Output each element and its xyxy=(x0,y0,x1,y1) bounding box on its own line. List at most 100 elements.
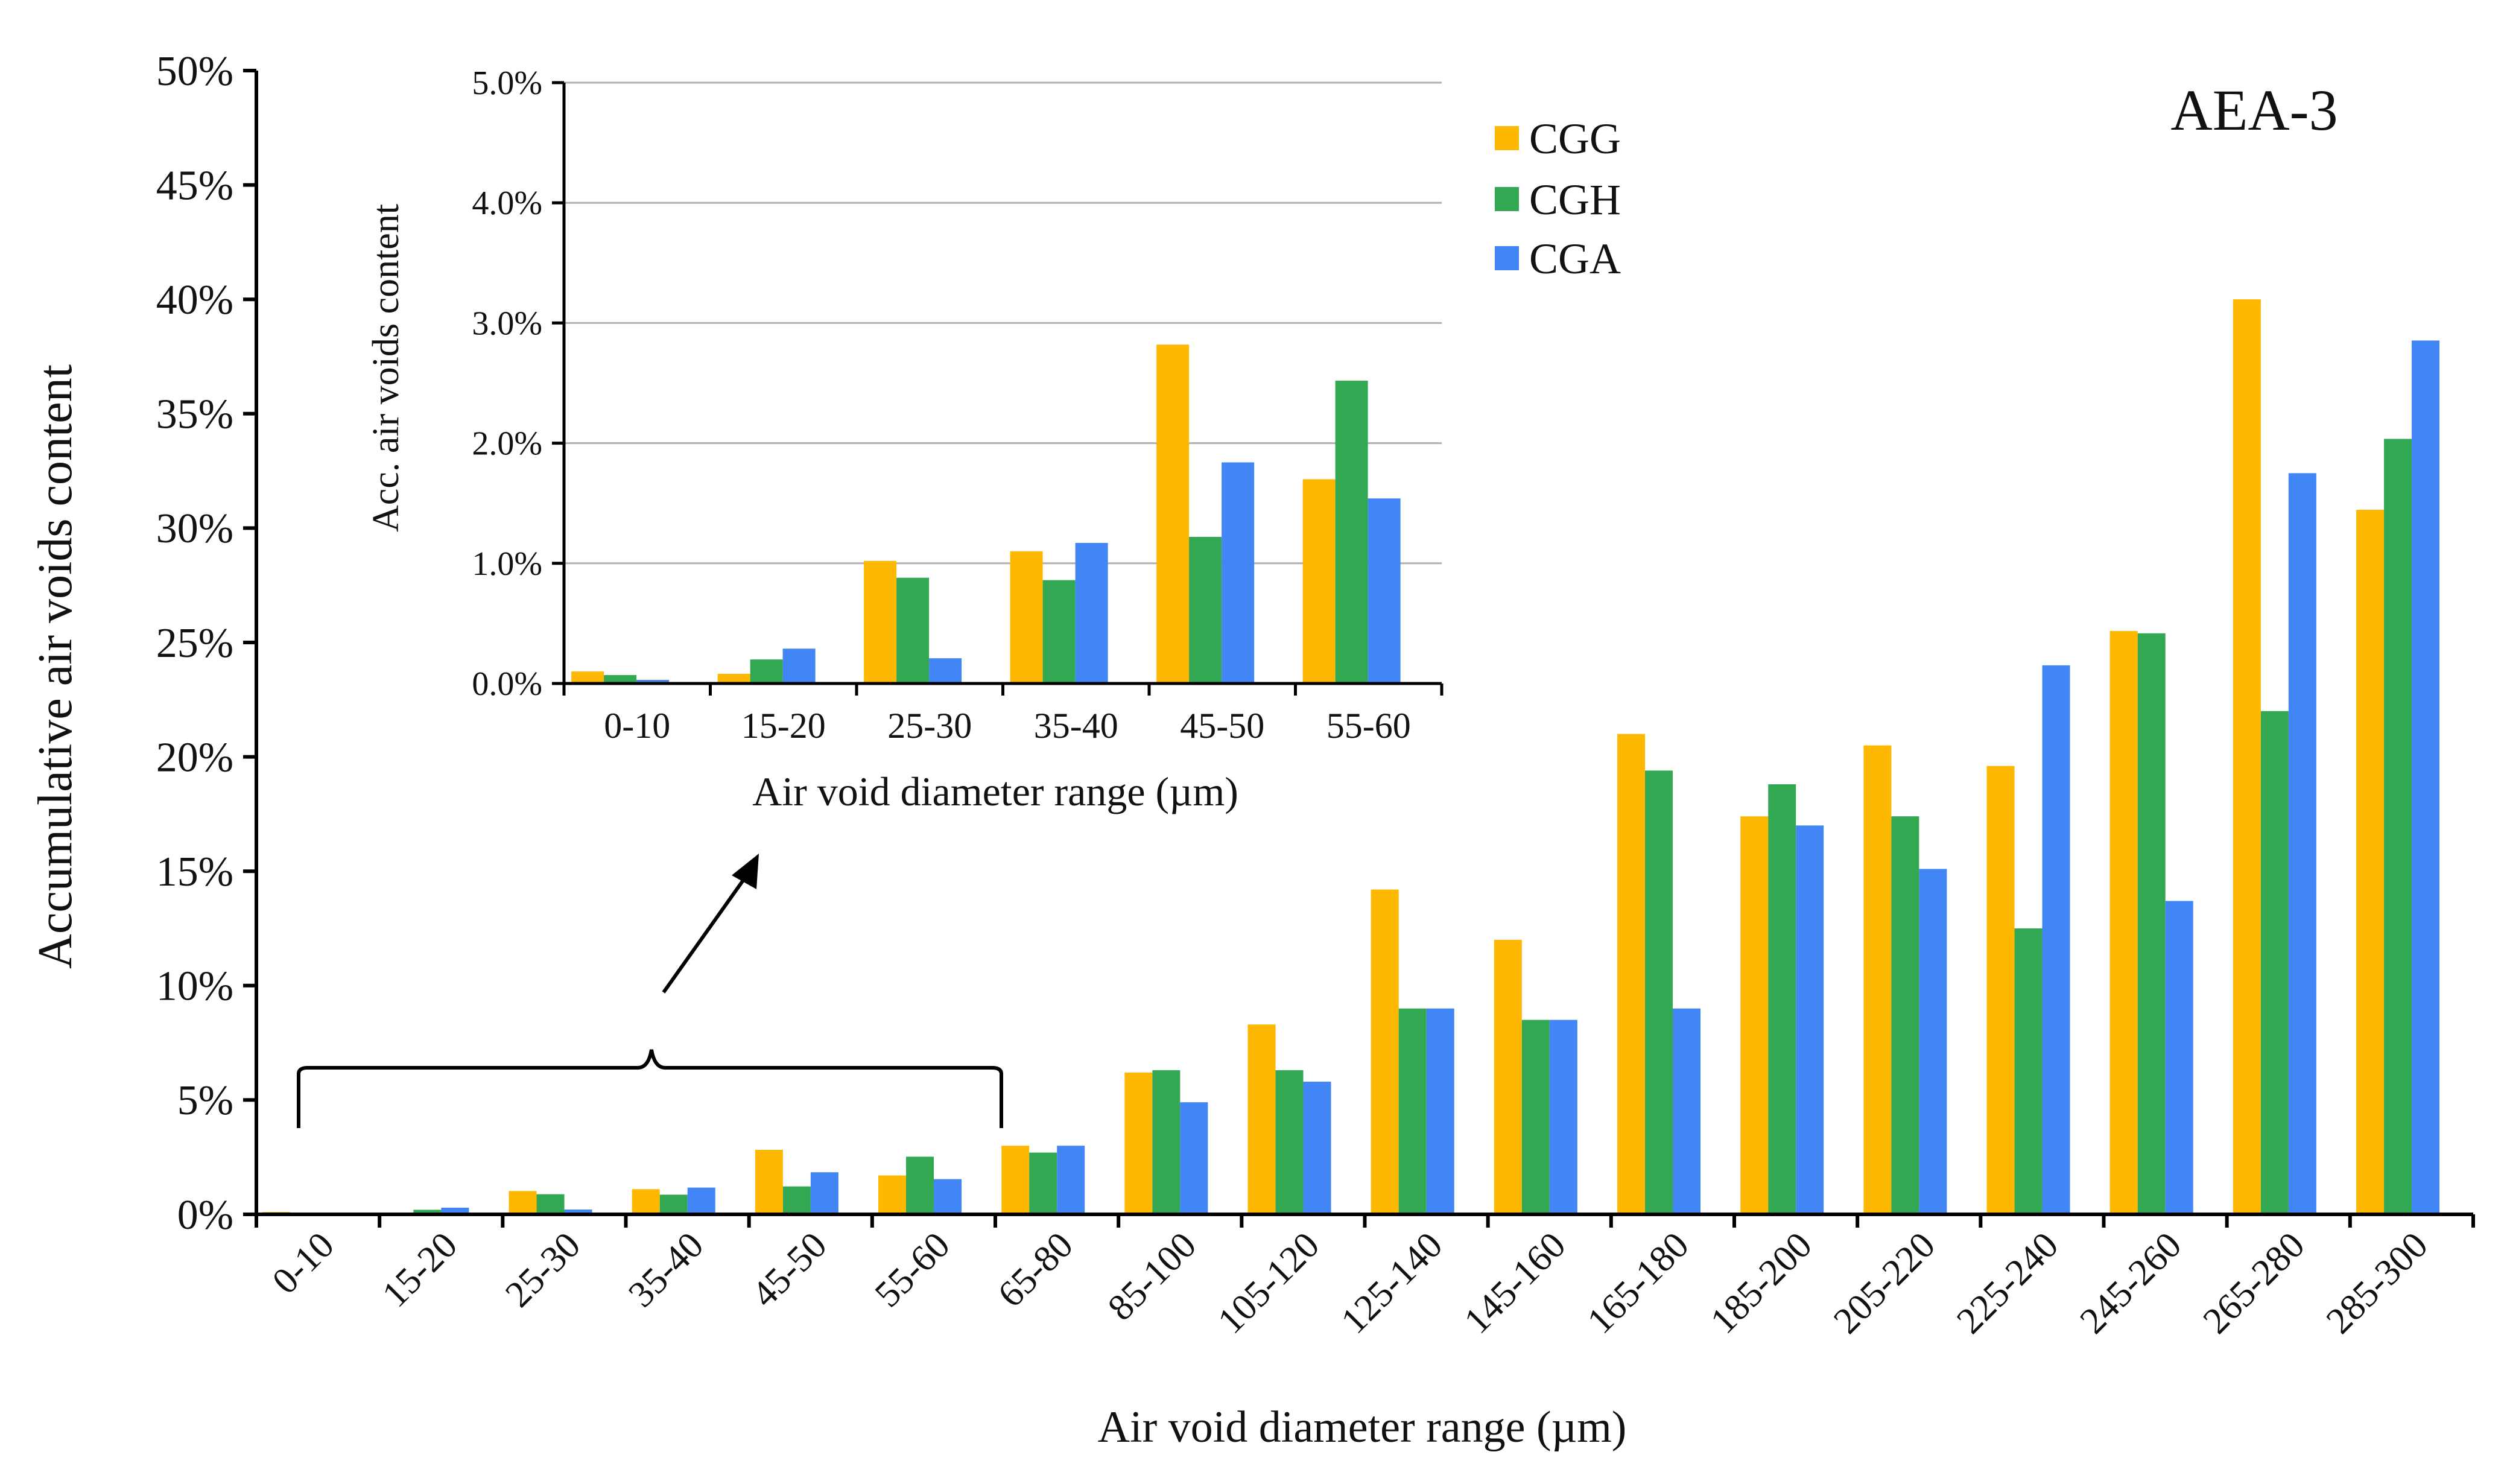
main-bar-cgh-125-140 xyxy=(1398,1008,1427,1214)
main-bar-cgh-35-40 xyxy=(659,1194,688,1214)
inset-x-axis-label: Air void diameter range (µm) xyxy=(752,769,1238,814)
main-bar-cgg-245-260 xyxy=(2109,631,2138,1214)
inset-bar-cgh-45-50 xyxy=(1189,536,1222,683)
inset-bar-cga-45-50 xyxy=(1222,462,1255,683)
main-bar-cgg-35-40 xyxy=(632,1189,660,1214)
main-bar-cga-285-300 xyxy=(2412,340,2440,1214)
inset-bar-cgg-55-60 xyxy=(1302,479,1336,683)
main-bar-cgg-45-50 xyxy=(755,1150,783,1214)
main-y-tick-label-6: 30% xyxy=(156,506,233,552)
inset-y-tick-label-3: 3.0% xyxy=(472,305,542,342)
legend-label-cgh: CGH xyxy=(1529,176,1621,224)
main-bar-cgh-285-300 xyxy=(2384,439,2412,1215)
main-bar-cga-65-80 xyxy=(1057,1146,1085,1214)
main-bar-cgh-165-180 xyxy=(1645,770,1673,1214)
inset-y-tick-label-0: 0.0% xyxy=(472,665,542,703)
zoom-bracket xyxy=(297,1049,1003,1128)
main-y-tick-label-1: 5% xyxy=(177,1077,233,1124)
main-bar-cga-245-260 xyxy=(2165,901,2193,1214)
main-bar-cgh-15-20 xyxy=(413,1210,442,1214)
main-bar-cgg-225-240 xyxy=(1986,766,2015,1214)
main-y-tick-label-8: 40% xyxy=(156,277,233,323)
main-bar-cgg-165-180 xyxy=(1617,734,1646,1214)
main-bar-cgg-65-80 xyxy=(1001,1146,1030,1214)
inset-chart-bars xyxy=(571,344,1401,683)
inset-bar-cgh-25-30 xyxy=(896,577,930,683)
inset-y-tick-label-1: 1.0% xyxy=(472,545,542,583)
inset-bar-cgg-25-30 xyxy=(864,560,897,683)
inset-x-tick-label-35-40: 35-40 xyxy=(1034,706,1118,746)
inset-bar-cga-0-10 xyxy=(636,680,670,683)
main-bar-cgg-25-30 xyxy=(509,1191,537,1214)
main-bar-cgh-55-60 xyxy=(906,1156,934,1214)
inset-y-tick-label-2: 2.0% xyxy=(472,425,542,463)
inset-bar-cgh-15-20 xyxy=(750,659,783,683)
main-bar-cgh-205-220 xyxy=(1891,816,1919,1214)
main-bar-cgh-145-160 xyxy=(1521,1019,1550,1214)
main-bar-cga-265-280 xyxy=(2288,473,2316,1214)
main-bar-cgg-185-200 xyxy=(1740,816,1769,1214)
main-bar-cgg-145-160 xyxy=(1494,939,1522,1214)
main-bar-cgg-125-140 xyxy=(1371,889,1399,1214)
main-bar-cga-15-20 xyxy=(441,1208,469,1214)
main-y-tick-label-10: 50% xyxy=(156,48,233,95)
legend: CGG CGH CGA xyxy=(1495,115,1621,283)
main-y-tick-label-7: 35% xyxy=(156,392,233,438)
main-y-tick-label-9: 45% xyxy=(156,162,233,209)
main-bar-cga-205-220 xyxy=(1919,869,1947,1214)
main-bar-cgh-225-240 xyxy=(2014,928,2043,1214)
inset-chart-grid xyxy=(564,81,1442,565)
legend-swatch-cgh xyxy=(1495,187,1519,211)
main-bar-cga-105-120 xyxy=(1303,1082,1331,1214)
main-bar-cgh-245-260 xyxy=(2137,633,2166,1214)
inset-bar-cgg-0-10 xyxy=(571,671,604,683)
legend-label-cgg: CGG xyxy=(1529,115,1621,163)
inset-x-tick-label-55-60: 55-60 xyxy=(1326,706,1411,746)
main-bar-cgg-105-120 xyxy=(1247,1024,1276,1214)
main-bar-cga-85-100 xyxy=(1180,1102,1208,1214)
inset-bar-cgh-0-10 xyxy=(604,675,637,683)
main-y-tick-label-0: 0% xyxy=(177,1192,233,1238)
main-bar-cga-35-40 xyxy=(687,1187,715,1214)
main-y-tick-label-4: 20% xyxy=(156,734,233,781)
inset-bar-cga-25-30 xyxy=(929,658,962,683)
inset-y-axis-label: Acc. air voids content xyxy=(366,204,407,532)
legend-swatch-cga xyxy=(1495,246,1519,270)
main-bar-cga-45-50 xyxy=(810,1172,838,1214)
inset-x-tick-label-45-50: 45-50 xyxy=(1180,706,1264,746)
main-bar-cga-225-240 xyxy=(2042,665,2070,1214)
inset-x-tick-label-0-10: 0-10 xyxy=(604,706,670,746)
inset-bar-cgg-35-40 xyxy=(1010,551,1043,683)
inset-bar-cga-35-40 xyxy=(1075,542,1108,683)
inset-bar-cgg-45-50 xyxy=(1156,344,1190,683)
inset-bar-cgh-55-60 xyxy=(1335,381,1368,683)
main-bar-cgg-285-300 xyxy=(2356,510,2385,1215)
inset-y-tick-label-5: 5.0% xyxy=(472,65,542,102)
main-bar-cgh-85-100 xyxy=(1152,1070,1181,1214)
main-bar-cgg-205-220 xyxy=(1863,745,1892,1214)
inset-bar-cgh-35-40 xyxy=(1042,580,1076,683)
main-bar-cga-145-160 xyxy=(1549,1019,1577,1214)
zoom-arrow xyxy=(662,854,759,994)
main-bar-cga-185-200 xyxy=(1796,825,1824,1214)
legend-label-cga: CGA xyxy=(1529,235,1621,283)
main-bar-cgh-25-30 xyxy=(536,1194,565,1214)
main-bar-cgh-265-280 xyxy=(2260,711,2289,1214)
main-x-axis-label: Air void diameter range (µm) xyxy=(1098,1403,1627,1452)
inset-bar-cga-55-60 xyxy=(1368,498,1401,683)
main-chart-bars xyxy=(262,299,2440,1215)
main-bar-cgh-45-50 xyxy=(782,1186,811,1214)
main-y-tick-label-2: 10% xyxy=(156,963,233,1010)
chart-title: AEA-3 xyxy=(2170,78,2337,142)
legend-swatch-cgg xyxy=(1495,126,1519,150)
inset-chart-axes: 0.0% 1.0% 2.0% 3.0% 4.0% 5.0% 0-10 15-20 25-30 35… xyxy=(472,65,1444,746)
main-bar-cgg-85-100 xyxy=(1124,1072,1153,1214)
main-bar-cga-165-180 xyxy=(1673,1008,1701,1214)
main-bar-cgg-55-60 xyxy=(878,1175,907,1214)
inset-y-tick-label-4: 4.0% xyxy=(472,185,542,222)
main-bar-cgh-65-80 xyxy=(1029,1152,1057,1214)
main-bar-cga-125-140 xyxy=(1426,1008,1454,1214)
